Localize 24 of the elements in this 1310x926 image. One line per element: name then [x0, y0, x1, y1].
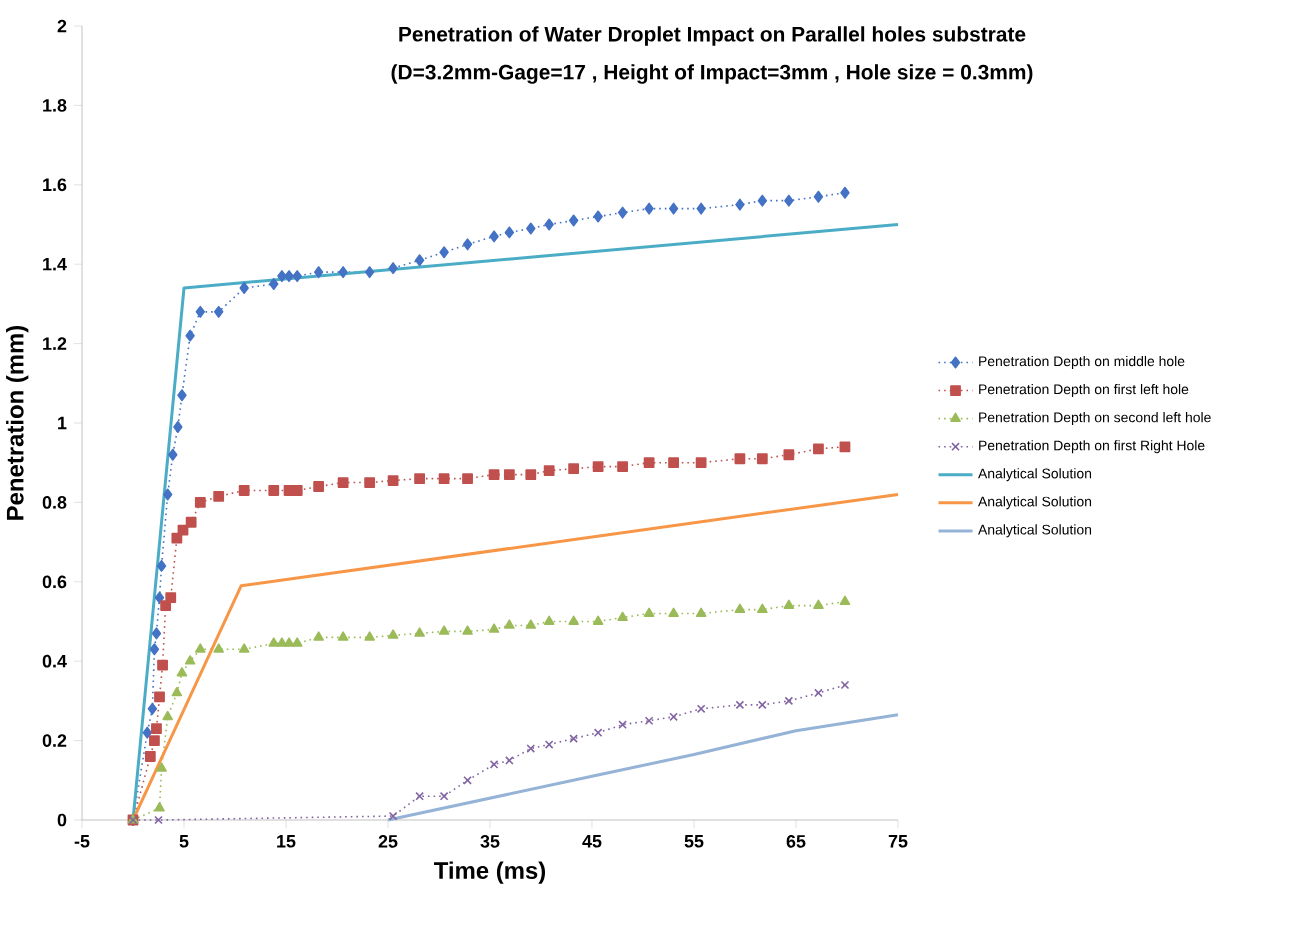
y-axis-title: Penetration (mm) [6, 325, 29, 520]
y-tick-label: 0.4 [42, 654, 67, 668]
y-tick-label: 1.8 [43, 99, 67, 112]
x-tick-label: 75 [888, 835, 908, 848]
x-tick-label: 35 [480, 835, 500, 848]
x-tick-label: 15 [277, 835, 296, 848]
x-tick-label: 55 [684, 835, 704, 848]
x-tick-label: 5 [179, 835, 189, 848]
y-tick-label: 0.8 [42, 496, 67, 509]
x-axis-title: Time (ms) [434, 861, 546, 884]
y-tick-label: 0.2 [42, 734, 67, 747]
y-tick-label: 1.2 [43, 337, 67, 350]
y-tick-label: 0.6 [42, 575, 67, 589]
y-tick-label: 1.6 [43, 178, 67, 192]
x-tick-label: 65 [786, 835, 806, 848]
y-tick-label: 1.4 [43, 258, 67, 271]
x-tick-label: -5 [74, 835, 90, 848]
text: (D=3.2mm-Gage=17 , Height of Impact=3mm , Hole size = 0.3mm) [391, 64, 1033, 84]
x-tick-label: 25 [378, 835, 398, 848]
y-tick-label: 0 [57, 813, 67, 827]
y-tick-label: 2 [57, 19, 67, 33]
x-tick-label: 45 [582, 835, 602, 848]
y-tick-label: 1 [58, 416, 67, 430]
chart-title: Penetration of Water Droplet Impact on Parallel holes substrate [399, 26, 1026, 46]
